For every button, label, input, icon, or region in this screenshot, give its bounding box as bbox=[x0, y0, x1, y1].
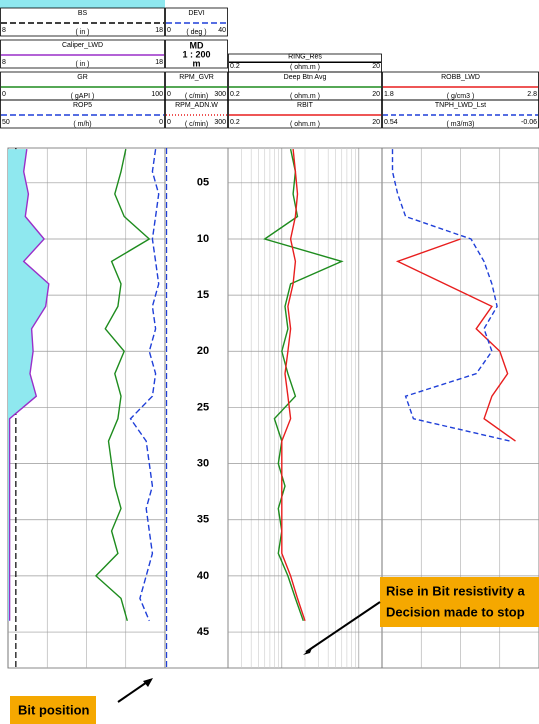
header-name: GR bbox=[77, 74, 88, 81]
header-name: MD bbox=[190, 40, 204, 50]
header-max: 20 bbox=[372, 91, 380, 98]
header-box bbox=[165, 99, 228, 129]
annotation: Decision made to stop bbox=[386, 604, 525, 619]
header-min: 0 bbox=[2, 91, 6, 98]
header-max: 40 bbox=[218, 27, 226, 34]
annotation: Rise in Bit resistivity a bbox=[386, 583, 525, 598]
header-max: 300 bbox=[214, 91, 226, 98]
annotation: Bit position bbox=[18, 702, 90, 717]
header-max: 18 bbox=[155, 59, 163, 66]
header-name: RPM_GVR bbox=[179, 74, 214, 81]
header-unit: m bbox=[192, 58, 200, 68]
header-min: 0.2 bbox=[230, 119, 240, 126]
depth-label: 35 bbox=[197, 514, 209, 526]
depth-label: 10 bbox=[197, 233, 209, 245]
header-unit: ( ohm.m ) bbox=[290, 93, 320, 100]
header-scale: 1 : 200 bbox=[182, 49, 210, 59]
arrow-head bbox=[143, 678, 153, 687]
header-box bbox=[0, 39, 165, 69]
depth-label: 15 bbox=[197, 289, 209, 301]
header-unit: ( gAPI ) bbox=[71, 93, 95, 100]
header-name: RBIT bbox=[297, 102, 314, 109]
header-max: 300 bbox=[214, 119, 226, 126]
header-box bbox=[0, 7, 165, 37]
depth-label: 45 bbox=[197, 626, 209, 638]
header-name: TNPH_LWD_Lst bbox=[435, 102, 486, 109]
depth-label: 20 bbox=[197, 345, 209, 357]
header-min: 0.2 bbox=[230, 91, 240, 98]
header-max: 18 bbox=[155, 27, 163, 34]
header-min: 0 bbox=[167, 119, 171, 126]
header-box bbox=[228, 99, 382, 129]
header-name: Caliper_LWD bbox=[62, 42, 103, 49]
curve bbox=[391, 149, 511, 442]
annotation-box bbox=[380, 577, 539, 627]
header-unit: ( in ) bbox=[76, 61, 90, 68]
curve bbox=[395, 238, 516, 442]
header-min: 8 bbox=[2, 27, 6, 34]
header-unit: ( deg ) bbox=[186, 29, 206, 36]
arrow-head bbox=[303, 646, 313, 655]
curve bbox=[94, 148, 151, 621]
header-unit: ( g/cm3 ) bbox=[447, 93, 475, 100]
header-unit: ( m3/m3) bbox=[447, 121, 475, 128]
header-max: 0 bbox=[159, 119, 163, 126]
depth-track bbox=[164, 147, 229, 669]
curve-fill bbox=[8, 149, 49, 621]
header-min: 0.2 bbox=[230, 63, 240, 70]
header-max: 100 bbox=[151, 91, 163, 98]
curve bbox=[129, 149, 160, 622]
header-min: 8 bbox=[2, 59, 6, 66]
header-name: Deep Btn Avg bbox=[284, 74, 327, 81]
header-unit: ( in ) bbox=[76, 29, 90, 36]
header-max: 20 bbox=[372, 63, 380, 70]
header-bar bbox=[0, 0, 165, 8]
header-unit: ( m/h) bbox=[73, 121, 91, 128]
header-min: 50 bbox=[2, 119, 10, 126]
header-name: ROBB_LWD bbox=[441, 74, 480, 81]
depth-label: 40 bbox=[197, 570, 209, 582]
curve bbox=[263, 148, 344, 622]
header-name: DEVI bbox=[188, 10, 204, 17]
header-unit: ( ohm.m ) bbox=[290, 64, 320, 71]
header-max: -0.06 bbox=[521, 119, 537, 126]
curve bbox=[8, 149, 50, 621]
header-unit: ( ohm.m ) bbox=[290, 121, 320, 128]
depth-label: 25 bbox=[197, 401, 209, 413]
header-min: 0.54 bbox=[384, 119, 398, 126]
header-name: BS bbox=[78, 10, 88, 17]
arrow bbox=[117, 679, 151, 703]
header-unit: ( c/min) bbox=[185, 121, 208, 128]
header-min: 1.8 bbox=[384, 91, 394, 98]
header-name: RPM_ADN.W bbox=[175, 102, 218, 109]
header-min: 0 bbox=[167, 91, 171, 98]
header-name: RING_Res bbox=[288, 54, 322, 61]
header-min: 0 bbox=[167, 27, 171, 34]
header-box bbox=[0, 99, 165, 129]
annotation-box bbox=[10, 696, 96, 724]
arrow bbox=[305, 601, 381, 653]
header-max: 20 bbox=[372, 119, 380, 126]
depth-label: 05 bbox=[197, 177, 209, 189]
header-box bbox=[165, 39, 228, 69]
curve bbox=[281, 149, 306, 622]
depth-label: 30 bbox=[197, 458, 209, 470]
header-unit: ( c/min) bbox=[185, 93, 208, 100]
header-box bbox=[165, 7, 228, 37]
header-name: ROP5 bbox=[73, 102, 92, 109]
header-max: 2.8 bbox=[527, 91, 537, 98]
